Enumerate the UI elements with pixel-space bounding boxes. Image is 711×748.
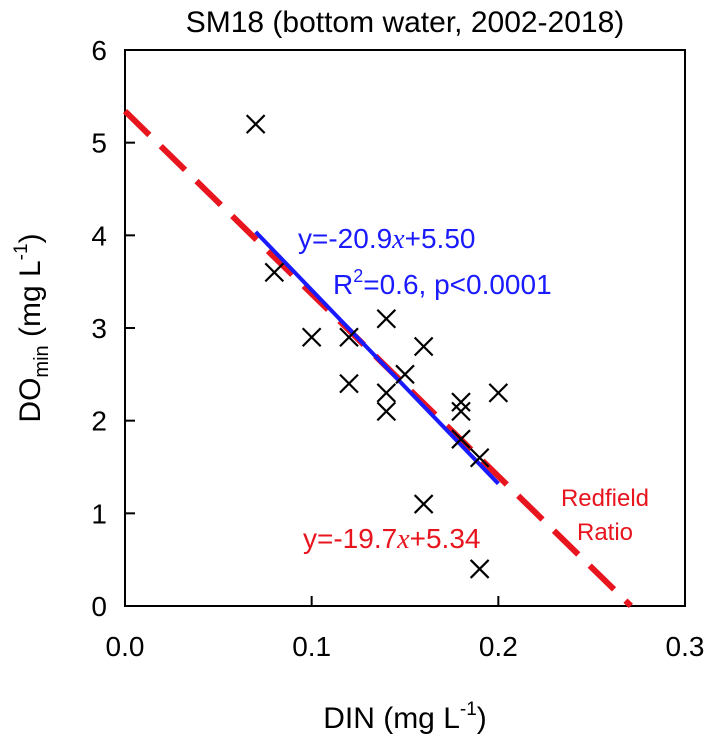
data-point: [451, 401, 471, 422]
x-axis-title: DIN (mg L-1): [323, 699, 487, 735]
data-point: [339, 373, 359, 394]
data-point: [376, 308, 397, 329]
x-tick-label: 0.2: [479, 631, 518, 662]
y-tick-label: 2: [91, 406, 107, 437]
y-tick-label: 0: [91, 591, 107, 622]
x-tick-label: 0.3: [666, 631, 705, 662]
data-point: [395, 364, 415, 385]
data-point: [264, 262, 285, 283]
redfield-label-line2: Ratio: [577, 519, 633, 546]
data-point: [413, 494, 434, 514]
x-tick-label: 0.1: [292, 631, 331, 662]
y-tick-label: 3: [91, 313, 107, 344]
scatter-points: [245, 114, 509, 579]
y-tick-label: 1: [91, 498, 107, 529]
data-point: [376, 401, 397, 422]
redfield-label-line1: Redfield: [561, 485, 649, 512]
fit-stats: R2=0.6, p<0.0001: [333, 266, 552, 300]
data-point: [413, 336, 434, 357]
data-point: [339, 327, 359, 348]
data-point: [488, 383, 509, 403]
y-tick-label: 4: [91, 220, 107, 251]
chart-title: SM18 (bottom water, 2002-2018): [186, 6, 625, 39]
data-point: [301, 327, 322, 348]
data-point: [245, 114, 266, 134]
data-point: [376, 383, 397, 403]
x-axis: 0.0 0.1 0.2 0.3: [106, 596, 705, 662]
y-axis-title: DOmin (mg L-1): [11, 233, 53, 422]
redfield-equation: y=-19.7x+5.34: [303, 523, 480, 555]
data-point: [451, 392, 471, 412]
y-tick-label: 6: [91, 35, 107, 66]
fit-equation: y=-20.9x+5.50: [298, 223, 475, 255]
data-point: [451, 429, 471, 449]
data-point: [469, 559, 490, 579]
y-axis: 0 1 2 3 4 5 6: [91, 35, 135, 622]
x-tick-label: 0.0: [106, 631, 145, 662]
data-point: [469, 447, 490, 468]
y-tick-label: 5: [91, 128, 107, 159]
